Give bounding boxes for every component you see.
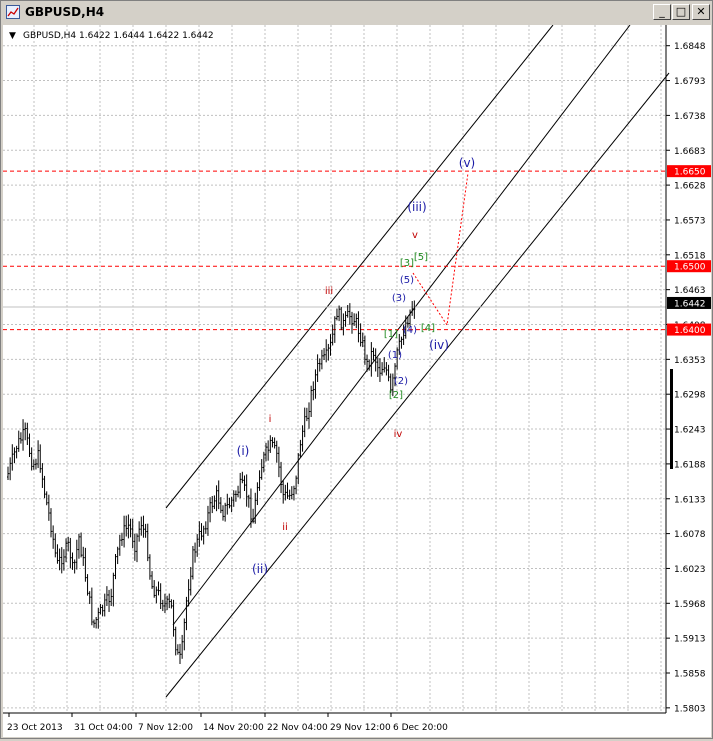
wave-label-sub: (4) xyxy=(403,325,417,336)
x-tick-label: 31 Oct 04:00 xyxy=(74,723,133,733)
symbol-menu-arrow[interactable]: ▼ xyxy=(9,31,16,41)
title-bar[interactable]: GBPUSD,H4 _ □ ✕ xyxy=(1,1,712,23)
y-tick-label: 1.6463 xyxy=(674,286,706,296)
y-tick-label: 1.6573 xyxy=(674,216,706,226)
scroll-indicator[interactable] xyxy=(670,369,673,469)
wave-label-sub: (2) xyxy=(394,376,408,387)
current-price-label: 1.6442 xyxy=(674,299,706,309)
y-tick-label: 1.5803 xyxy=(674,704,706,714)
wave-label-minor: ii xyxy=(282,522,288,533)
wave-label-minute: [2] xyxy=(389,390,403,401)
wave-label-minor: i xyxy=(269,414,272,425)
wave-label-minute: [3] xyxy=(400,258,414,269)
y-tick-label: 1.5858 xyxy=(674,670,706,680)
x-tick-label: 7 Nov 12:00 xyxy=(138,723,193,733)
wave-label-minor: iv xyxy=(394,429,403,440)
wave-label-primary: (iv) xyxy=(429,338,449,352)
channel-line xyxy=(165,24,554,509)
y-tick-label: 1.5968 xyxy=(674,600,706,610)
y-tick-label: 1.6738 xyxy=(674,112,706,122)
window-title: GBPUSD,H4 xyxy=(25,5,105,19)
x-tick-label: 22 Nov 04:00 xyxy=(267,723,328,733)
channel-line xyxy=(172,24,631,626)
y-tick-label: 1.6683 xyxy=(674,147,706,157)
minimize-button[interactable]: _ xyxy=(653,4,671,20)
level-price-label: 1.6500 xyxy=(674,263,706,273)
y-tick-label: 1.6628 xyxy=(674,182,706,192)
y-tick-label: 1.6793 xyxy=(674,77,706,87)
y-tick-label: 1.6243 xyxy=(674,426,706,436)
x-tick-label: 6 Dec 20:00 xyxy=(393,723,448,733)
y-tick-label: 1.6023 xyxy=(674,565,706,575)
maximize-button[interactable]: □ xyxy=(672,4,690,20)
y-tick-label: 1.6518 xyxy=(674,251,706,261)
x-tick-label: 29 Nov 12:00 xyxy=(330,723,391,733)
close-button[interactable]: ✕ xyxy=(692,4,710,20)
wave-label-minute: [5] xyxy=(414,252,428,263)
y-tick-label: 1.6298 xyxy=(674,391,706,401)
y-tick-label: 1.6353 xyxy=(674,356,706,366)
wave-label-primary: (i) xyxy=(237,444,250,458)
y-tick-label: 1.6133 xyxy=(674,495,706,505)
wave-label-sub: (1) xyxy=(388,350,402,361)
current-price-tag xyxy=(667,296,711,309)
y-tick-label: 1.6078 xyxy=(674,530,706,540)
wave-label-primary: (v) xyxy=(459,156,475,170)
wave-label-sub: (5) xyxy=(400,275,414,286)
wave-label-primary: (iii) xyxy=(407,200,426,214)
price-chart[interactable]: (i)(ii)(iii)(iv)(v)iiiiiiivv(1)(2)(3)(4)… xyxy=(3,24,711,737)
level-price-tag xyxy=(667,165,711,178)
wave-label-minute: [1] xyxy=(384,329,398,340)
chart-window-icon xyxy=(6,5,20,19)
chart-area[interactable]: (i) (ii) (iii) (iv) (v) i ii iii iv v (1) (2) (3) (4)… xyxy=(3,24,711,737)
y-tick-label: 1.6188 xyxy=(674,460,706,470)
y-tick-label: 1.5913 xyxy=(674,635,706,645)
level-price-label: 1.6650 xyxy=(674,168,706,178)
wave-label-minor: v xyxy=(412,230,418,241)
chart-header: GBPUSD,H4 1.6422 1.6444 1.6422 1.6442 xyxy=(23,31,214,41)
level-price-tag xyxy=(667,260,711,273)
wave-label-minute: [4] xyxy=(421,323,435,334)
wave-label-minor: iii xyxy=(325,286,333,297)
projection-path xyxy=(412,172,469,327)
wave-label-sub: (3) xyxy=(392,293,406,304)
level-price-label: 1.6400 xyxy=(674,326,706,336)
y-tick-label: 1.6848 xyxy=(674,42,706,52)
x-tick-label: 14 Nov 20:00 xyxy=(203,723,264,733)
wave-label-primary: (ii) xyxy=(252,562,268,576)
channel-line xyxy=(165,72,670,698)
level-price-tag xyxy=(667,323,711,336)
x-tick-label: 23 Oct 2013 xyxy=(7,723,63,733)
